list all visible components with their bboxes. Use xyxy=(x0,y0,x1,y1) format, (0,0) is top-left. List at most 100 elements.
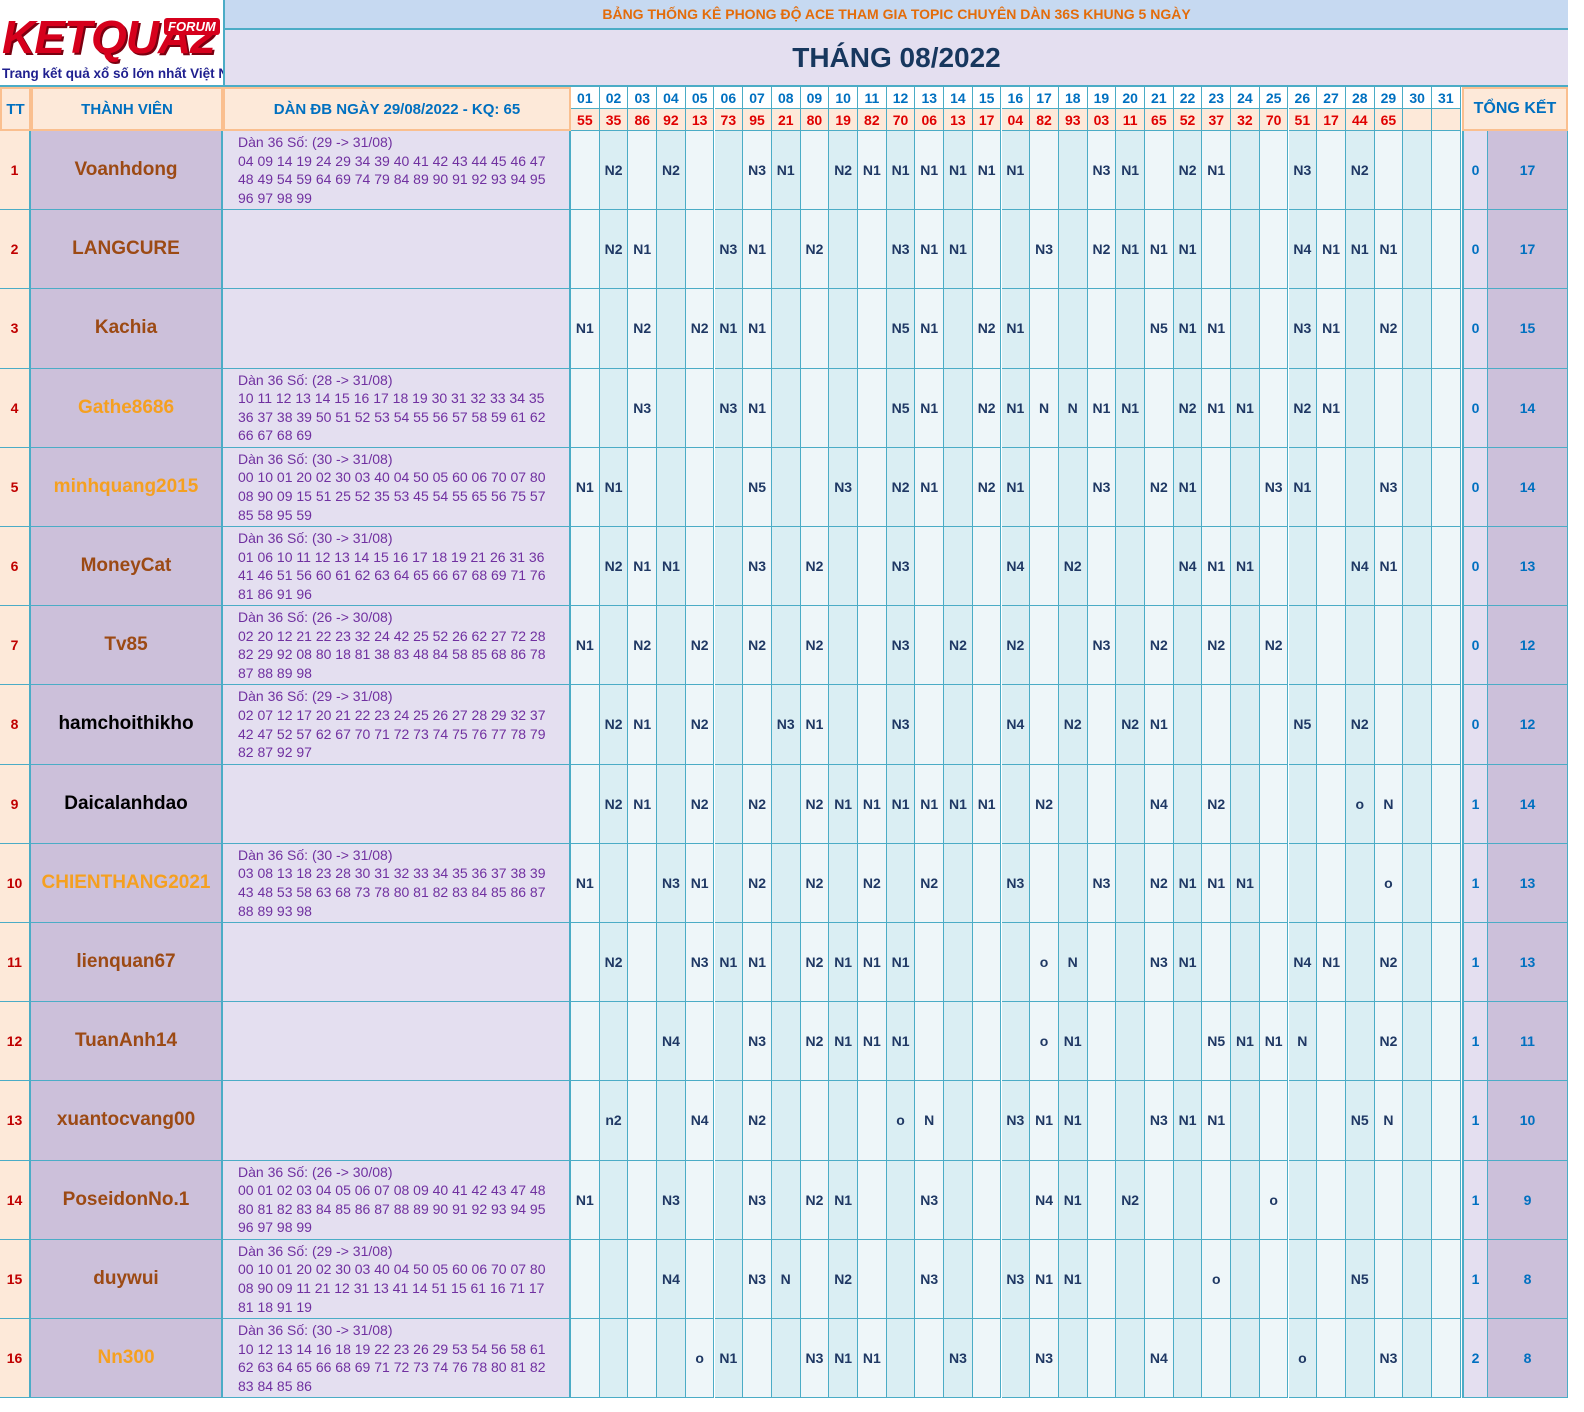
day-cell: N2 xyxy=(1116,685,1145,765)
day-cell: N1 xyxy=(886,923,916,1003)
day-cell xyxy=(571,1239,600,1319)
day-cell: N2 xyxy=(1202,606,1232,686)
day-cell xyxy=(829,210,858,290)
total-sum: 17 xyxy=(1488,210,1568,290)
day-cell: N1 xyxy=(571,843,600,923)
row-number: 6 xyxy=(0,527,31,607)
day-cell: N1 xyxy=(1145,685,1174,765)
day-header: 27 xyxy=(1317,87,1346,109)
day-cell: N1 xyxy=(743,368,772,448)
day-cell: N2 xyxy=(800,1002,830,1082)
day-cell xyxy=(1317,1239,1346,1319)
day-cell xyxy=(714,685,744,765)
day-cell xyxy=(657,368,686,448)
day-cell: N1 xyxy=(1116,131,1145,211)
day-cell xyxy=(1317,527,1346,607)
day-cell: N1 xyxy=(829,1160,858,1240)
day-cell: N1 xyxy=(1317,210,1346,290)
day-cell: N3 xyxy=(1374,1319,1404,1399)
day-cell xyxy=(1259,764,1289,844)
dan-list: Dàn 36 Số: (26 -> 30/08) 02 20 12 21 22 2… xyxy=(223,606,571,686)
dan-line: Dàn 36 Số: (30 -> 31/08) xyxy=(238,530,393,546)
day-cell: N1 xyxy=(714,1319,744,1399)
day-cell xyxy=(944,1239,973,1319)
total-count: 0 xyxy=(1462,606,1488,686)
day-cell xyxy=(915,1319,945,1399)
day-cell: N2 xyxy=(1058,685,1088,765)
day-cell xyxy=(858,527,887,607)
day-cell xyxy=(1001,764,1031,844)
day-cell xyxy=(1432,447,1461,527)
day-cell: N1 xyxy=(1345,210,1375,290)
day-cell: N1 xyxy=(571,1160,600,1240)
day-cell: N1 xyxy=(1030,1081,1059,1161)
total-sum: 9 xyxy=(1488,1160,1568,1240)
day-cell xyxy=(915,527,945,607)
day-cell: N1 xyxy=(685,843,715,923)
total-sum: 15 xyxy=(1488,289,1568,369)
day-header: 18 xyxy=(1058,87,1088,109)
day-cell: N3 xyxy=(915,1160,945,1240)
day-cell xyxy=(1403,685,1432,765)
row-number: 5 xyxy=(0,447,31,527)
day-cell xyxy=(1202,447,1232,527)
day-cell xyxy=(1116,1002,1145,1082)
day-cell xyxy=(1116,1239,1145,1319)
day-result xyxy=(1403,109,1432,131)
row-number: 8 xyxy=(0,685,31,765)
day-cell: N1 xyxy=(628,764,658,844)
dan-line: 82 87 92 97 xyxy=(238,744,312,761)
member-name: Voanhdong xyxy=(31,131,223,211)
day-cell xyxy=(1231,764,1260,844)
day-cell xyxy=(1317,1081,1346,1161)
day-cell xyxy=(1116,1319,1145,1399)
day-header: 30 xyxy=(1403,87,1432,109)
day-cell: N1 xyxy=(1173,210,1203,290)
day-cell xyxy=(1231,289,1260,369)
day-cell xyxy=(571,527,600,607)
dan-list: Dàn 36 Số: (30 -> 31/08) 10 12 13 14 16 1… xyxy=(223,1319,571,1399)
day-cell: N2 xyxy=(1087,210,1117,290)
day-cell xyxy=(858,1081,887,1161)
day-cell: N3 xyxy=(1087,606,1117,686)
row-number: 16 xyxy=(0,1319,31,1399)
day-cell xyxy=(1403,527,1432,607)
day-cell: N2 xyxy=(599,210,629,290)
day-cell xyxy=(571,764,600,844)
day-cell: N1 xyxy=(1202,131,1232,211)
day-cell: N1 xyxy=(1001,289,1031,369)
day-cell xyxy=(1173,606,1203,686)
day-cell: N4 xyxy=(1345,527,1375,607)
day-cell xyxy=(1317,764,1346,844)
day-cell: N2 xyxy=(685,606,715,686)
day-cell xyxy=(915,923,945,1003)
day-cell xyxy=(571,368,600,448)
day-cell xyxy=(771,527,801,607)
day-cell: o xyxy=(1202,1239,1232,1319)
day-cell: N2 xyxy=(599,131,629,211)
day-cell xyxy=(858,1160,887,1240)
day-cell xyxy=(1116,447,1145,527)
day-cell xyxy=(800,368,830,448)
member-name: Kachia xyxy=(31,289,223,369)
day-cell xyxy=(1030,289,1059,369)
day-cell xyxy=(628,1002,658,1082)
day-cell: N4 xyxy=(1288,923,1318,1003)
day-cell: N3 xyxy=(1087,843,1117,923)
total-count: 0 xyxy=(1462,289,1488,369)
day-cell xyxy=(657,923,686,1003)
logo-tagline: Trang kết quả xổ số lớn nhất Việt Nam xyxy=(2,66,223,81)
day-cell xyxy=(771,843,801,923)
dan-line: 36 37 38 39 50 51 52 53 54 55 56 57 58 5… xyxy=(238,408,546,425)
day-cell: N1 xyxy=(915,210,945,290)
day-cell xyxy=(1001,1319,1031,1399)
day-cell xyxy=(571,1081,600,1161)
dan-line: Dàn 36 Số: (30 -> 31/08) xyxy=(238,450,393,467)
day-cell: N3 xyxy=(743,1239,772,1319)
day-cell: N1 xyxy=(1374,210,1404,290)
day-cell xyxy=(628,1160,658,1240)
day-cell xyxy=(771,368,801,448)
day-cell: N1 xyxy=(1231,527,1260,607)
dan-list xyxy=(223,764,571,844)
day-cell: N xyxy=(1058,923,1088,1003)
